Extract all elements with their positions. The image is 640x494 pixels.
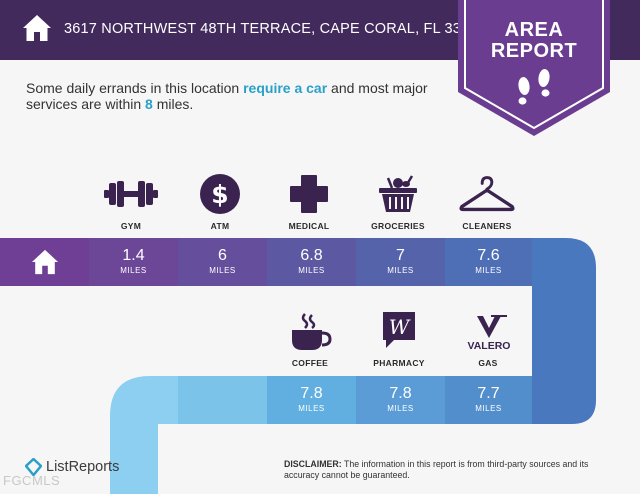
distance-cell-cleaners: 7.6 MILES	[445, 238, 532, 286]
coffee-cup-icon	[282, 312, 338, 352]
distance-cell-atm: 6 MILES	[178, 238, 267, 286]
service-label: GYM	[120, 221, 142, 231]
distance-unit: MILES	[298, 404, 325, 413]
valero-logo-icon: VALERO	[461, 312, 517, 352]
band-segment	[178, 376, 267, 424]
service-label: MEDICAL	[288, 221, 330, 231]
distance-value: 6	[218, 247, 227, 264]
distance-cell-pharmacy: 7.8 MILES	[356, 376, 445, 424]
distance-value: 7.8	[389, 385, 412, 402]
distance-cell-gas: 7.7 MILES	[445, 376, 532, 424]
area-report-title: AREA REPORT	[490, 19, 578, 62]
listreports-logo-text: ListReports	[46, 459, 120, 475]
distance-cell-groceries: 7 MILES	[356, 238, 445, 286]
distance-unit: MILES	[387, 266, 414, 275]
home-icon	[31, 249, 58, 275]
distance-unit: MILES	[298, 266, 325, 275]
distance-unit: MILES	[209, 266, 236, 275]
distance-cell-coffee: 7.8 MILES	[267, 376, 356, 424]
home-cell	[0, 238, 89, 286]
distance-cell-medical: 6.8 MILES	[267, 238, 356, 286]
svg-text:VALERO: VALERO	[468, 340, 511, 352]
home-icon	[23, 15, 51, 41]
svg-text:W: W	[389, 315, 411, 339]
distance-value: 7.6	[477, 247, 500, 264]
service-label: GROCERIES	[371, 221, 425, 231]
service-label: CLEANERS	[462, 221, 512, 231]
distance-unit: MILES	[475, 266, 502, 275]
distance-unit: MILES	[475, 404, 502, 413]
listreports-logo-icon	[25, 458, 42, 476]
medical-cross-icon	[281, 174, 337, 214]
area-report-badge	[458, 0, 610, 136]
distance-cell-gym: 1.4 MILES	[89, 238, 178, 286]
service-label: ATM	[210, 221, 230, 231]
distance-value: 7	[396, 247, 405, 264]
intro-text: Some daily errands in this location requ…	[26, 80, 428, 112]
service-label: COFFEE	[291, 358, 329, 368]
dumbbell-icon	[103, 174, 159, 214]
distance-unit: MILES	[120, 266, 147, 275]
svg-text:$: $	[211, 180, 228, 209]
disclaimer: DISCLAIMER: The information in this repo…	[284, 459, 589, 480]
hanger-icon	[459, 174, 515, 214]
distance-unit: MILES	[387, 404, 414, 413]
footprints-icon	[518, 69, 550, 105]
distance-value: 7.7	[477, 385, 500, 402]
distance-value: 6.8	[300, 247, 323, 264]
mls-watermark: FGCMLS	[3, 473, 61, 488]
walgreens-logo-icon: W	[371, 310, 427, 350]
distance-value: 1.4	[122, 247, 145, 264]
service-label: GAS	[478, 358, 498, 368]
service-label: PHARMACY	[373, 358, 425, 368]
grocery-basket-icon	[370, 174, 426, 214]
property-address: 3617 NORTHWEST 48TH TERRACE, CAPE CORAL,…	[64, 21, 486, 37]
distance-value: 7.8	[300, 385, 323, 402]
dollar-icon: $	[192, 174, 248, 214]
